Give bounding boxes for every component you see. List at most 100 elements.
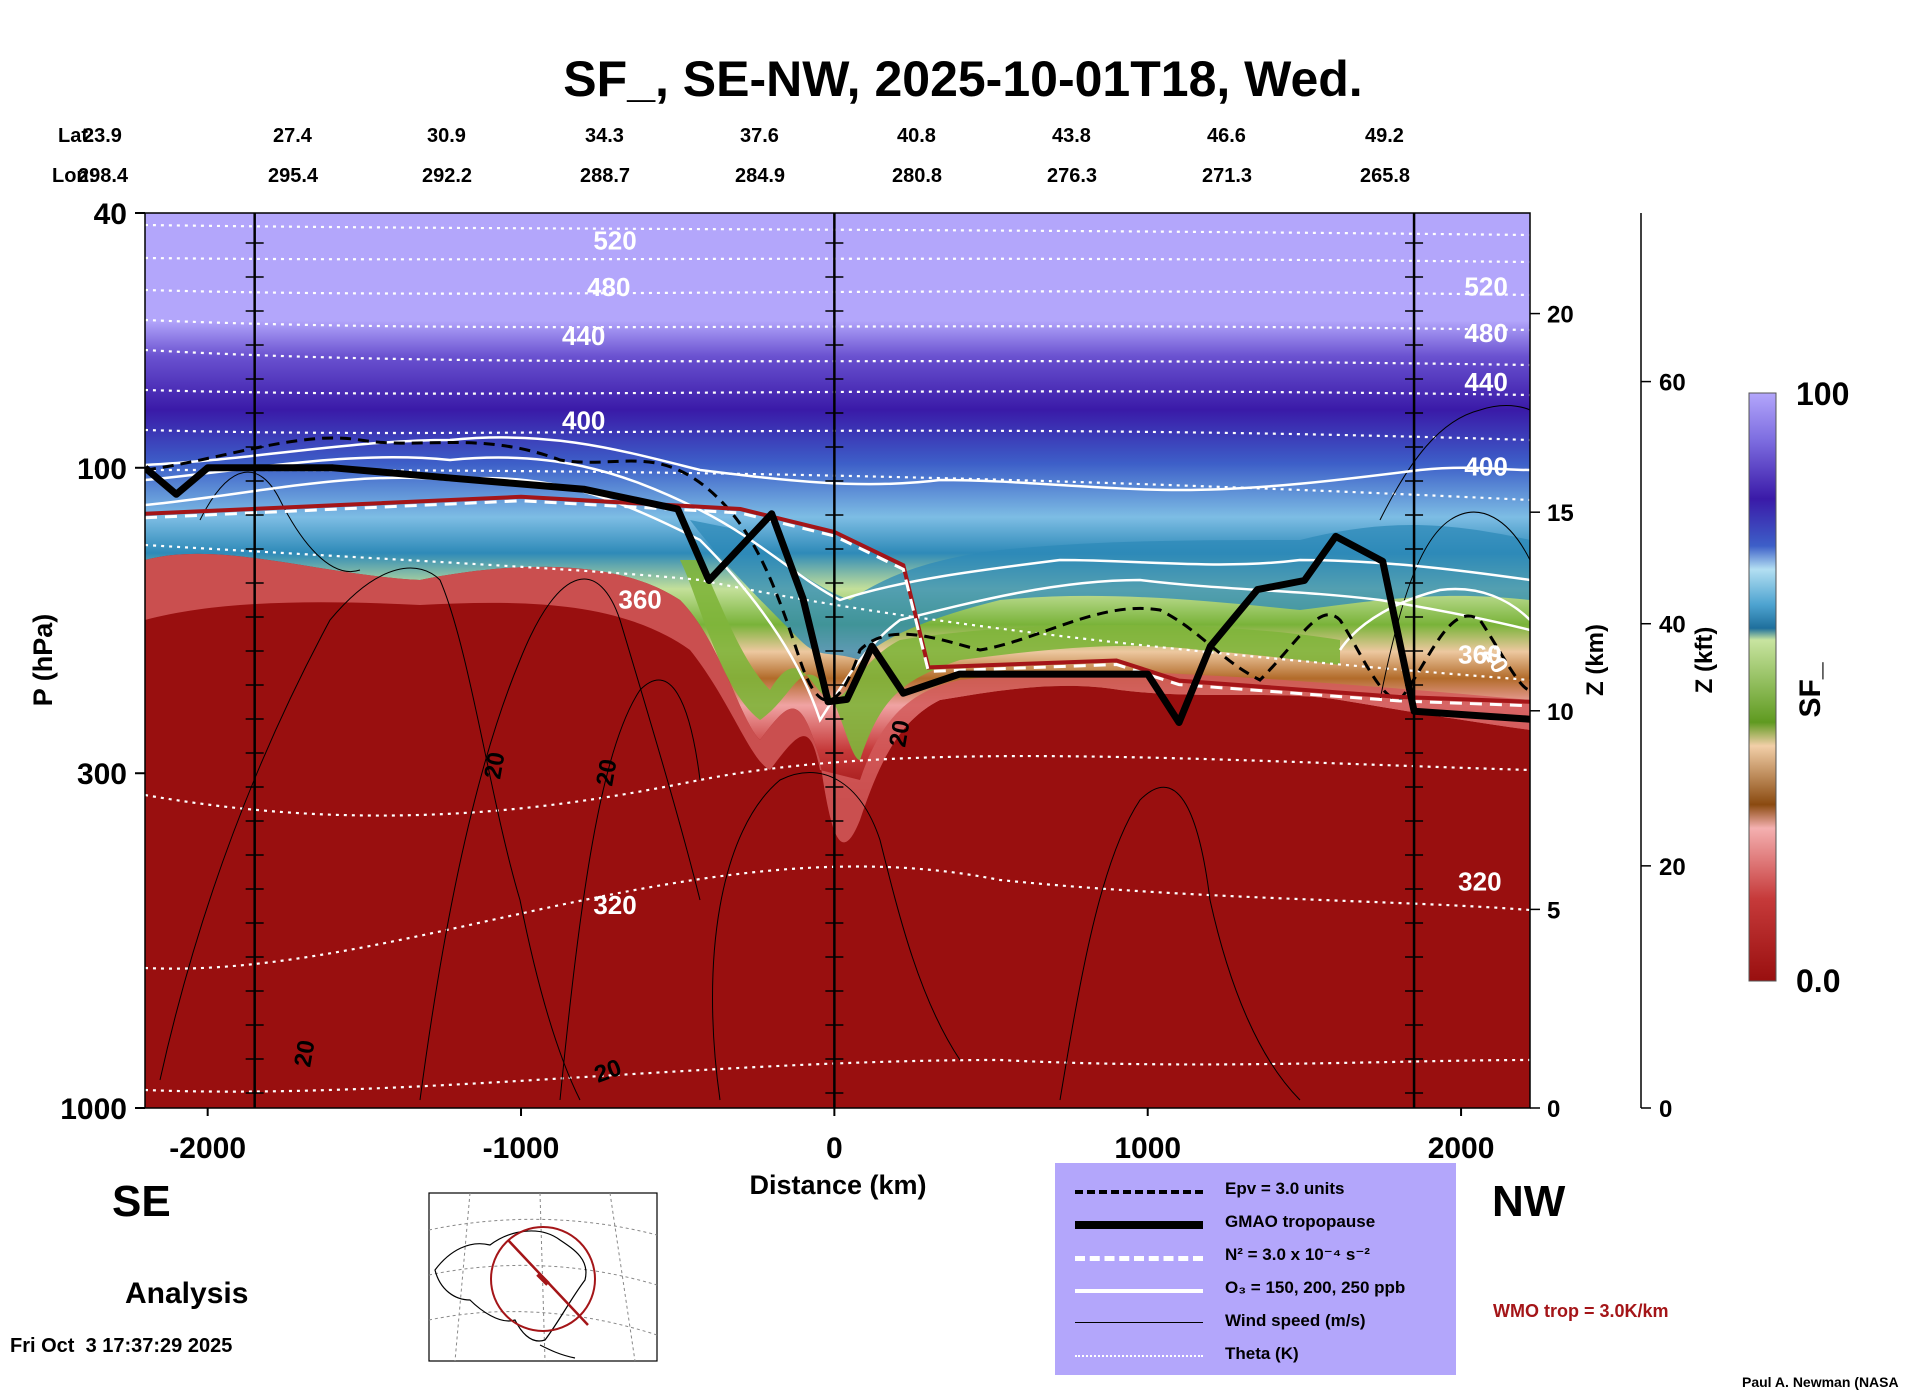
chart-title: SF_, SE-NW, 2025-10-01T18, Wed.: [563, 51, 1363, 107]
z-kft-tick-label: 60: [1659, 370, 1686, 397]
direction-nw: NW: [1492, 1177, 1566, 1226]
lon-value: 271.3: [1202, 165, 1253, 187]
legend-label-wind: Wind speed (m/s): [1225, 1311, 1366, 1330]
legend-row-tropopause: GMAO tropopause: [1055, 1208, 1456, 1241]
credit: Paul A. Newman (NASA: [1742, 1374, 1899, 1390]
theta-line: [145, 223, 1530, 237]
wind-line: [159, 567, 581, 1101]
legend-row-epv: Epv = 3.0 units: [1055, 1175, 1456, 1208]
wmo-note: WMO trop = 3.0K/km: [1493, 1301, 1669, 1321]
z-km-tick-label: 0: [1547, 1096, 1560, 1123]
ozone-line: [145, 456, 1530, 602]
n2-line: [145, 499, 1530, 708]
theta-label: 360: [1458, 640, 1501, 670]
legend-row-wind: Wind speed (m/s): [1055, 1307, 1456, 1340]
x-axis-title: Distance (km): [749, 1170, 926, 1200]
troposphere-fill: [145, 553, 1530, 1108]
lat-value: 30.9: [427, 125, 466, 147]
map-center-mark: [536, 1272, 550, 1286]
pressure-axis: 40 100 300 1000: [60, 198, 145, 1126]
plot-frame: [144, 212, 1531, 1109]
theta-line: [145, 865, 1530, 970]
lon-value: 265.8: [1360, 165, 1411, 187]
z-kft-title: Z (kft): [1691, 627, 1718, 694]
z-kft-tick-label: 40: [1659, 612, 1686, 639]
x-tick-label: -2000: [169, 1132, 246, 1165]
legend-row-n2: N² = 3.0 x 10⁻⁴ s⁻²: [1055, 1241, 1456, 1274]
legend-label-theta: Theta (K): [1225, 1344, 1299, 1363]
theta-line: [145, 428, 1530, 442]
lat-value: 43.8: [1052, 125, 1091, 147]
timestamp: Fri Oct 3 17:37:29 2025: [10, 1335, 233, 1357]
p-tick-label: 100: [77, 453, 127, 486]
lon-value: 295.4: [268, 165, 319, 187]
theta-line: [145, 543, 1530, 682]
p-tick-label: 1000: [60, 1093, 127, 1126]
legend-label-n2: N² = 3.0 x 10⁻⁴ s⁻²: [1225, 1245, 1370, 1264]
theta-label: 520: [1464, 272, 1507, 302]
map-coastline: [539, 1344, 576, 1359]
lat-value: 46.6: [1207, 125, 1246, 147]
z-km-title: Z (km): [1582, 624, 1609, 696]
legend-row-o3: O₃ = 150, 200, 250 ppb: [1055, 1274, 1456, 1307]
legend-row-theta: Theta (K): [1055, 1340, 1456, 1373]
wind-line: [199, 471, 361, 572]
p-tick-label: 300: [77, 758, 127, 791]
theta-label: 320: [593, 890, 636, 920]
lon-value: 280.8: [892, 165, 943, 187]
plot-area: [145, 213, 1530, 1108]
z-km-axis: 0 5 10 15 20: [1530, 302, 1574, 1123]
lon-label: Lon:: [52, 165, 96, 187]
distance-axis: -2000 -1000 0 1000 2000: [169, 1108, 1494, 1165]
lon-value: 276.3: [1047, 165, 1098, 187]
z-kft-axis: 0 20 40 60: [1640, 213, 1686, 1123]
ozone-line: [1338, 587, 1530, 651]
lon-value: 298.4: [78, 165, 129, 187]
lat-value: 37.6: [740, 125, 779, 147]
theta-label: 400: [1464, 451, 1507, 481]
wind-line: [712, 772, 961, 1101]
wind-line: [1059, 786, 1301, 1101]
x-tick-label: 2000: [1428, 1132, 1495, 1165]
theta-label: 440: [562, 321, 605, 351]
legend-box: Epv = 3.0 units GMAO tropopause N² = 3.0…: [1055, 1163, 1456, 1375]
legend-swatch-n2: [1075, 1256, 1203, 1261]
z-km-tick-label: 15: [1547, 500, 1574, 527]
legend-swatch-theta: [1075, 1355, 1203, 1357]
x-tick-label: -1000: [483, 1132, 560, 1165]
wind-line: [559, 679, 701, 1101]
y-axis-title: P (hPa): [28, 614, 58, 707]
legend-label-tropopause: GMAO tropopause: [1225, 1212, 1376, 1231]
z-kft-tick-label: 0: [1659, 1096, 1672, 1123]
lat-value: 49.2: [1365, 125, 1404, 147]
product-label: Analysis: [125, 1277, 249, 1310]
theta-line: [145, 754, 1530, 817]
legend-label-o3: O₃ = 150, 200, 250 ppb: [1225, 1278, 1406, 1297]
map-range-circle: [490, 1226, 596, 1332]
legend-swatch-wind: [1075, 1322, 1203, 1323]
wind-line: [419, 578, 701, 1101]
legend-swatch-tropopause: [1075, 1221, 1203, 1229]
z-kft-tick-label: 20: [1659, 854, 1686, 881]
legend-swatch-o3: [1075, 1289, 1203, 1293]
theta-label: 520: [593, 226, 636, 256]
theta-label: 440: [1464, 367, 1507, 397]
wind-contour-label: 20: [884, 718, 915, 749]
theta-line: [145, 388, 1530, 397]
wind-contour-label: 20: [479, 750, 510, 781]
colorbar-title: SF_: [1794, 662, 1827, 717]
z-km-tick-label: 5: [1547, 897, 1560, 924]
colorbar-min-label: 0.0: [1796, 963, 1840, 999]
theta-label: 320: [1458, 867, 1501, 897]
x-tick-label: 1000: [1114, 1132, 1181, 1165]
x-tick-label: 0: [826, 1132, 843, 1165]
direction-se: SE: [112, 1177, 171, 1226]
wind-contour-label: 20: [591, 757, 622, 788]
z-km-tick-label: 20: [1547, 302, 1574, 329]
lat-value: 34.3: [585, 125, 624, 147]
legend-label-epv: Epv = 3.0 units: [1225, 1179, 1345, 1198]
wind-contours: [159, 405, 1530, 1101]
lon-value: 284.9: [735, 165, 786, 187]
lat-label: Lat:: [58, 125, 95, 147]
lat-value: 27.4: [273, 125, 312, 147]
